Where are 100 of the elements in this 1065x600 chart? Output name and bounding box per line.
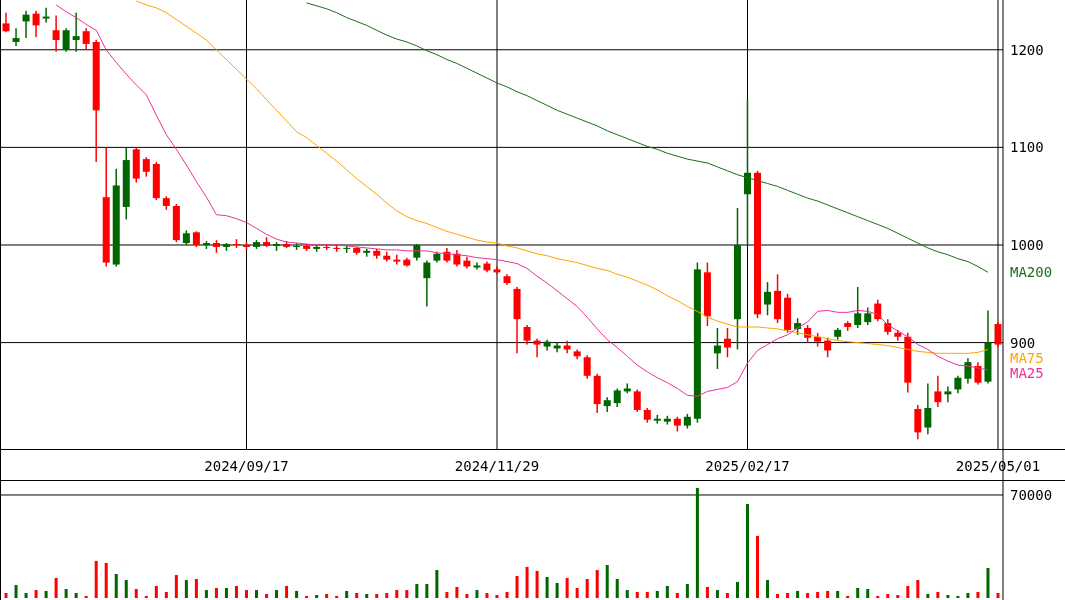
bar [605,565,609,598]
bar [645,591,649,598]
bar [44,590,48,598]
bar [776,594,780,598]
bar [224,587,228,598]
candlestick [2,11,10,33]
candlestick [994,321,1002,348]
bar [906,585,910,598]
bar [425,584,429,598]
bar [515,575,519,598]
bar [766,580,770,598]
bar [465,594,469,598]
bar [234,585,238,598]
bar [114,574,118,598]
bar [405,590,409,598]
bar [34,590,38,598]
candlestick [523,324,531,346]
bar [495,595,499,598]
bar [395,590,399,598]
bar [555,582,559,598]
candlestick [82,27,90,51]
bar [756,535,760,598]
bar [886,594,890,598]
bar [806,593,810,598]
bar [565,577,569,598]
candlestick [72,11,80,53]
bar [455,586,459,598]
x-tick-label: 2024/11/29 [454,458,540,474]
bar [976,591,980,598]
candlestick [142,156,150,178]
candlestick [52,14,60,53]
bar [154,585,158,598]
series-label: MA25 [1010,364,1044,381]
candlestick [62,27,70,53]
bar [786,593,790,598]
candlestick [613,387,621,408]
bar [986,567,990,598]
bar [996,593,1000,598]
bar [745,503,749,598]
bar [214,587,218,598]
bar [966,593,970,598]
y-tick-label: 1100 [1010,139,1044,156]
candlestick [743,98,751,246]
candlestick [964,357,972,385]
bar [54,577,58,598]
bar [735,581,739,598]
candlestick [32,9,40,38]
x-tick-label: 2025/05/01 [955,458,1041,474]
candlestick [12,27,20,47]
bar [856,587,860,598]
bar [305,595,309,598]
bar [655,590,659,598]
candlestick [533,337,541,358]
bar [295,590,299,598]
bar [715,590,719,598]
bar [685,584,689,598]
x-tick-label: 2024/09/17 [204,458,289,474]
bar [64,589,68,598]
bar [505,591,509,598]
bar [385,593,389,598]
bar [575,587,579,598]
bar [916,580,920,598]
bar [14,585,18,598]
bar [545,576,549,598]
bar [836,590,840,598]
bar [665,585,669,598]
bar [956,595,960,598]
candlestick [914,404,922,440]
candlestick [723,327,731,358]
bar [174,575,178,598]
bar [255,590,259,598]
series-label: MA200 [1010,264,1053,281]
bar [415,584,419,598]
bar [625,590,629,598]
bar [725,593,729,598]
bar [164,591,168,598]
bar [876,595,880,598]
y-tick-label: 70000 [1010,486,1053,503]
bar [285,585,289,598]
candlestick [42,7,50,24]
bar [124,580,128,598]
bar [796,590,800,598]
candlestick [393,254,401,266]
bar [475,590,479,598]
line-series [306,2,989,273]
bar [94,560,98,598]
candlestick [824,336,832,358]
bar [325,594,329,598]
bar [204,590,208,598]
bar [194,579,198,598]
bar [315,595,319,598]
candlestick [974,361,982,386]
bar [485,593,489,598]
bar [866,589,870,598]
bar [525,566,529,598]
bar [244,590,248,598]
y-tick-label: 1000 [1010,237,1044,253]
bar [24,593,28,598]
bar [134,589,138,598]
bar [946,595,950,598]
